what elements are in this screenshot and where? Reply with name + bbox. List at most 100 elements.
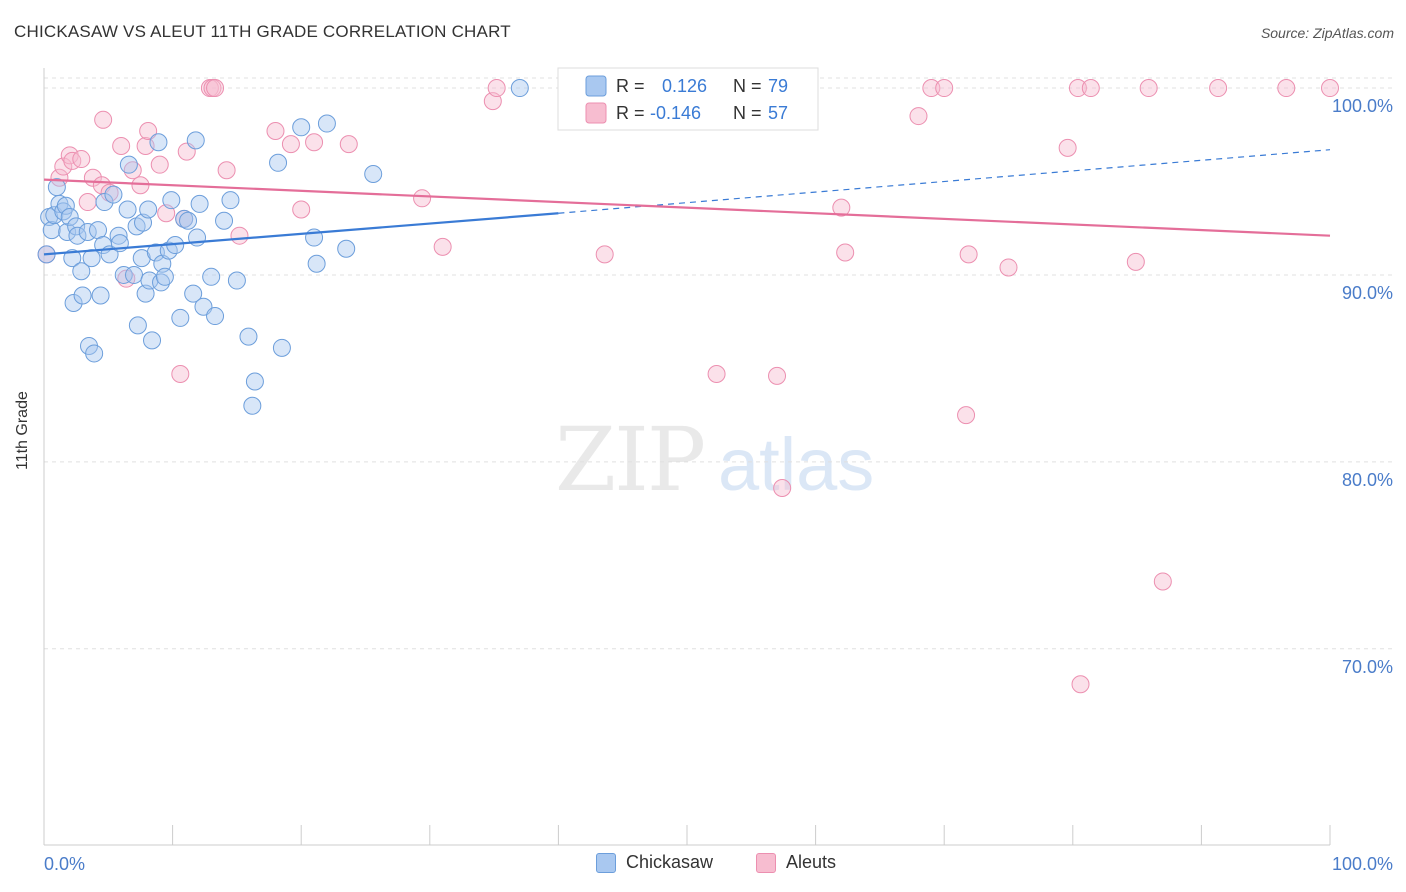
aleuts-point bbox=[909, 107, 928, 126]
aleuts-point bbox=[150, 155, 169, 174]
chickasaw-point bbox=[85, 344, 104, 363]
watermark: ZIP atlas bbox=[555, 408, 874, 511]
chickasaw-point bbox=[307, 254, 326, 273]
chickasaw-points bbox=[37, 79, 529, 415]
bottom-legend-label-chickasaw: Chickasaw bbox=[626, 852, 714, 872]
bottom-legend-label-aleuts: Aleuts bbox=[786, 852, 837, 872]
chickasaw-point bbox=[186, 131, 205, 150]
aleuts-point bbox=[217, 161, 236, 180]
x-tick-label-1: 100.0% bbox=[1332, 854, 1393, 874]
chickasaw-point bbox=[114, 265, 133, 284]
chickasaw-point bbox=[245, 372, 264, 391]
bottom-legend-chickasaw: Chickasaw bbox=[596, 852, 713, 873]
watermark-atlas: atlas bbox=[718, 423, 874, 506]
aleuts-point bbox=[1321, 79, 1339, 98]
x-tick-labels: 0.0% 100.0% bbox=[44, 854, 1393, 874]
bottom-legend-swatch-chickasaw bbox=[596, 852, 616, 873]
chickasaw-point bbox=[215, 211, 234, 230]
bottom-legend-aleuts: Aleuts bbox=[756, 852, 836, 873]
chickasaw-point bbox=[179, 211, 198, 230]
axes bbox=[43, 68, 1331, 846]
aleuts-point bbox=[1068, 79, 1087, 98]
chickasaw-point bbox=[171, 308, 190, 327]
chickasaw-point bbox=[243, 396, 262, 415]
chickasaw-point bbox=[91, 286, 110, 305]
chickasaw-point bbox=[190, 194, 209, 213]
chickasaw-point bbox=[132, 249, 151, 268]
aleuts-point bbox=[94, 110, 113, 129]
x-tick-label-0: 0.0% bbox=[44, 854, 85, 874]
chickasaw-point bbox=[272, 338, 291, 357]
chickasaw-point bbox=[221, 191, 240, 210]
aleuts-point bbox=[999, 258, 1018, 277]
chickasaw-point bbox=[42, 221, 61, 240]
chickasaw-point bbox=[104, 185, 123, 204]
aleuts-point bbox=[206, 79, 225, 98]
aleuts-point bbox=[707, 365, 726, 383]
aleuts-point bbox=[230, 226, 249, 245]
aleuts-point bbox=[131, 176, 150, 195]
chickasaw-point bbox=[202, 267, 221, 286]
chickasaw-point bbox=[68, 226, 87, 245]
aleuts-point bbox=[266, 122, 285, 141]
chickasaw-point bbox=[82, 249, 101, 268]
aleuts-point bbox=[1081, 79, 1100, 98]
aleuts-point bbox=[413, 189, 432, 208]
aleuts-point bbox=[171, 365, 190, 383]
aleuts-point bbox=[1071, 675, 1090, 694]
chart-title: CHICKASAW VS ALEUT 11TH GRADE CORRELATIO… bbox=[14, 22, 511, 41]
aleuts-point bbox=[63, 151, 82, 170]
chickasaw-point bbox=[72, 262, 91, 281]
watermark-zip: ZIP bbox=[555, 408, 704, 511]
chickasaw-point bbox=[140, 271, 159, 290]
aleuts-point bbox=[112, 136, 131, 155]
aleuts-point bbox=[1058, 138, 1077, 157]
y-tick-label-0: 70.0% bbox=[1342, 657, 1393, 677]
aleuts-point bbox=[292, 200, 311, 219]
trend-lines bbox=[43, 149, 1331, 256]
aleuts-point bbox=[54, 157, 73, 176]
chickasaw-point bbox=[125, 265, 144, 284]
chickasaw-point bbox=[510, 79, 529, 98]
chickasaw-point bbox=[58, 222, 77, 241]
grid bbox=[44, 77, 1392, 650]
chickasaw-point bbox=[317, 114, 336, 133]
chickasaw-point bbox=[162, 191, 181, 210]
aleuts-point bbox=[922, 79, 941, 98]
chickasaw-point bbox=[128, 316, 147, 335]
aleuts-point bbox=[433, 237, 452, 256]
chickasaw-trend-extension bbox=[558, 149, 1331, 214]
chickasaw-point bbox=[239, 327, 258, 346]
legend-n-label-chickasaw: N = bbox=[733, 76, 762, 96]
aleuts-point bbox=[836, 243, 855, 262]
y-tick-label-2: 90.0% bbox=[1342, 283, 1393, 303]
chickasaw-point bbox=[292, 118, 311, 137]
legend-swatch-aleuts bbox=[585, 102, 607, 124]
aleuts-point bbox=[281, 135, 300, 154]
source-label: Source: ZipAtlas.com bbox=[1260, 25, 1394, 41]
chickasaw-point bbox=[149, 133, 168, 152]
aleuts-trend-line bbox=[43, 178, 1331, 237]
stats-legend: R = 0.126 N = 79 R = -0.146 N = 57 bbox=[557, 67, 819, 131]
aleuts-point bbox=[935, 79, 954, 98]
chickasaw-point bbox=[64, 293, 83, 312]
chickasaw-point bbox=[206, 307, 225, 326]
y-tick-label-3: 100.0% bbox=[1332, 96, 1393, 116]
aleuts-point bbox=[1153, 572, 1172, 591]
chickasaw-point bbox=[364, 165, 383, 184]
aleuts-point bbox=[957, 406, 976, 425]
chickasaw-point bbox=[184, 284, 203, 303]
chickasaw-point bbox=[109, 226, 128, 245]
chickasaw-point bbox=[118, 200, 137, 219]
aleuts-point bbox=[78, 193, 97, 212]
aleuts-point bbox=[139, 122, 158, 141]
bottom-legend: Chickasaw Aleuts bbox=[0, 852, 1406, 878]
chickasaw-point bbox=[63, 249, 82, 268]
chickasaw-point bbox=[95, 193, 114, 212]
aleuts-point bbox=[832, 198, 851, 217]
y-tick-label-1: 80.0% bbox=[1342, 470, 1393, 490]
legend-r-value-chickasaw: 0.126 bbox=[662, 76, 707, 96]
aleuts-point bbox=[959, 245, 978, 264]
chickasaw-point bbox=[269, 153, 288, 172]
